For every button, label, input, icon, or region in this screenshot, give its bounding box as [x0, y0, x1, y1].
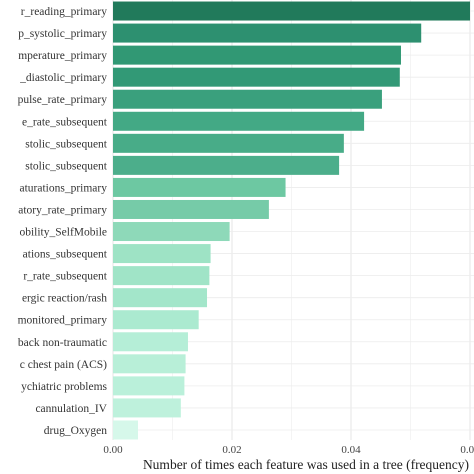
y-tick-label: back non-traumatic: [18, 337, 107, 349]
y-tick-label: aturations_primary: [19, 182, 107, 194]
y-tick-label: monitored_primary: [18, 315, 108, 327]
gridlines: [112, 0, 474, 440]
bar: [113, 23, 422, 43]
x-tick-label: 0.00: [103, 444, 123, 456]
bar: [113, 45, 401, 65]
x-tick-label: 0.02: [222, 444, 241, 456]
bar: [113, 244, 211, 264]
bar: [113, 1, 470, 21]
y-tick-label: pulse_rate_primary: [18, 94, 108, 106]
x-tick-label: 0.04: [341, 444, 361, 456]
y-tick-label: c chest pain (ACS): [20, 359, 107, 371]
y-tick-label: ations_subsequent: [23, 249, 108, 261]
bar: [113, 155, 340, 175]
bar: [113, 89, 382, 109]
bar: [113, 288, 208, 308]
y-tick-label: stolic_subsequent: [25, 160, 108, 172]
y-tick-label: ychiatric problems: [21, 381, 107, 393]
bar: [113, 266, 210, 286]
y-tick-label: e_rate_subsequent: [22, 116, 108, 128]
y-tick-label: drug_Oxygen: [44, 425, 107, 437]
y-tick-label: r_rate_subsequent: [23, 271, 107, 283]
y-tick-label: r_reading_primary: [21, 6, 107, 18]
y-tick-labels: r_reading_primary p_systolic_primarympera…: [18, 6, 108, 437]
bar: [113, 354, 186, 374]
bar: [113, 199, 269, 219]
y-tick-label: p_systolic_primary: [18, 28, 107, 40]
bar: [113, 332, 188, 352]
bar: [113, 310, 199, 330]
bar: [113, 177, 286, 197]
x-tick-labels: 0.00 0.02 0.04 0.06: [103, 444, 474, 456]
y-tick-label: _diastolic_primary: [19, 72, 107, 84]
y-tick-label: mperature_primary: [18, 50, 107, 62]
bars: [113, 1, 470, 440]
bar: [113, 398, 181, 418]
bar: [113, 67, 400, 87]
bar: [113, 222, 230, 242]
bar: [113, 111, 365, 131]
x-tick-label: 0.06: [460, 444, 474, 456]
bar: [113, 376, 185, 396]
y-tick-label: ergic reaction/rash: [22, 293, 107, 305]
bar: [113, 420, 138, 440]
y-tick-label: obility_SelfMobile: [19, 227, 107, 239]
y-tick-label: stolic_subsequent: [25, 138, 108, 150]
x-axis-label: Number of times each feature was used in…: [143, 457, 469, 472]
y-tick-label: cannulation_IV: [35, 403, 107, 415]
bar: [113, 133, 344, 153]
y-tick-label: atory_rate_primary: [18, 204, 107, 216]
